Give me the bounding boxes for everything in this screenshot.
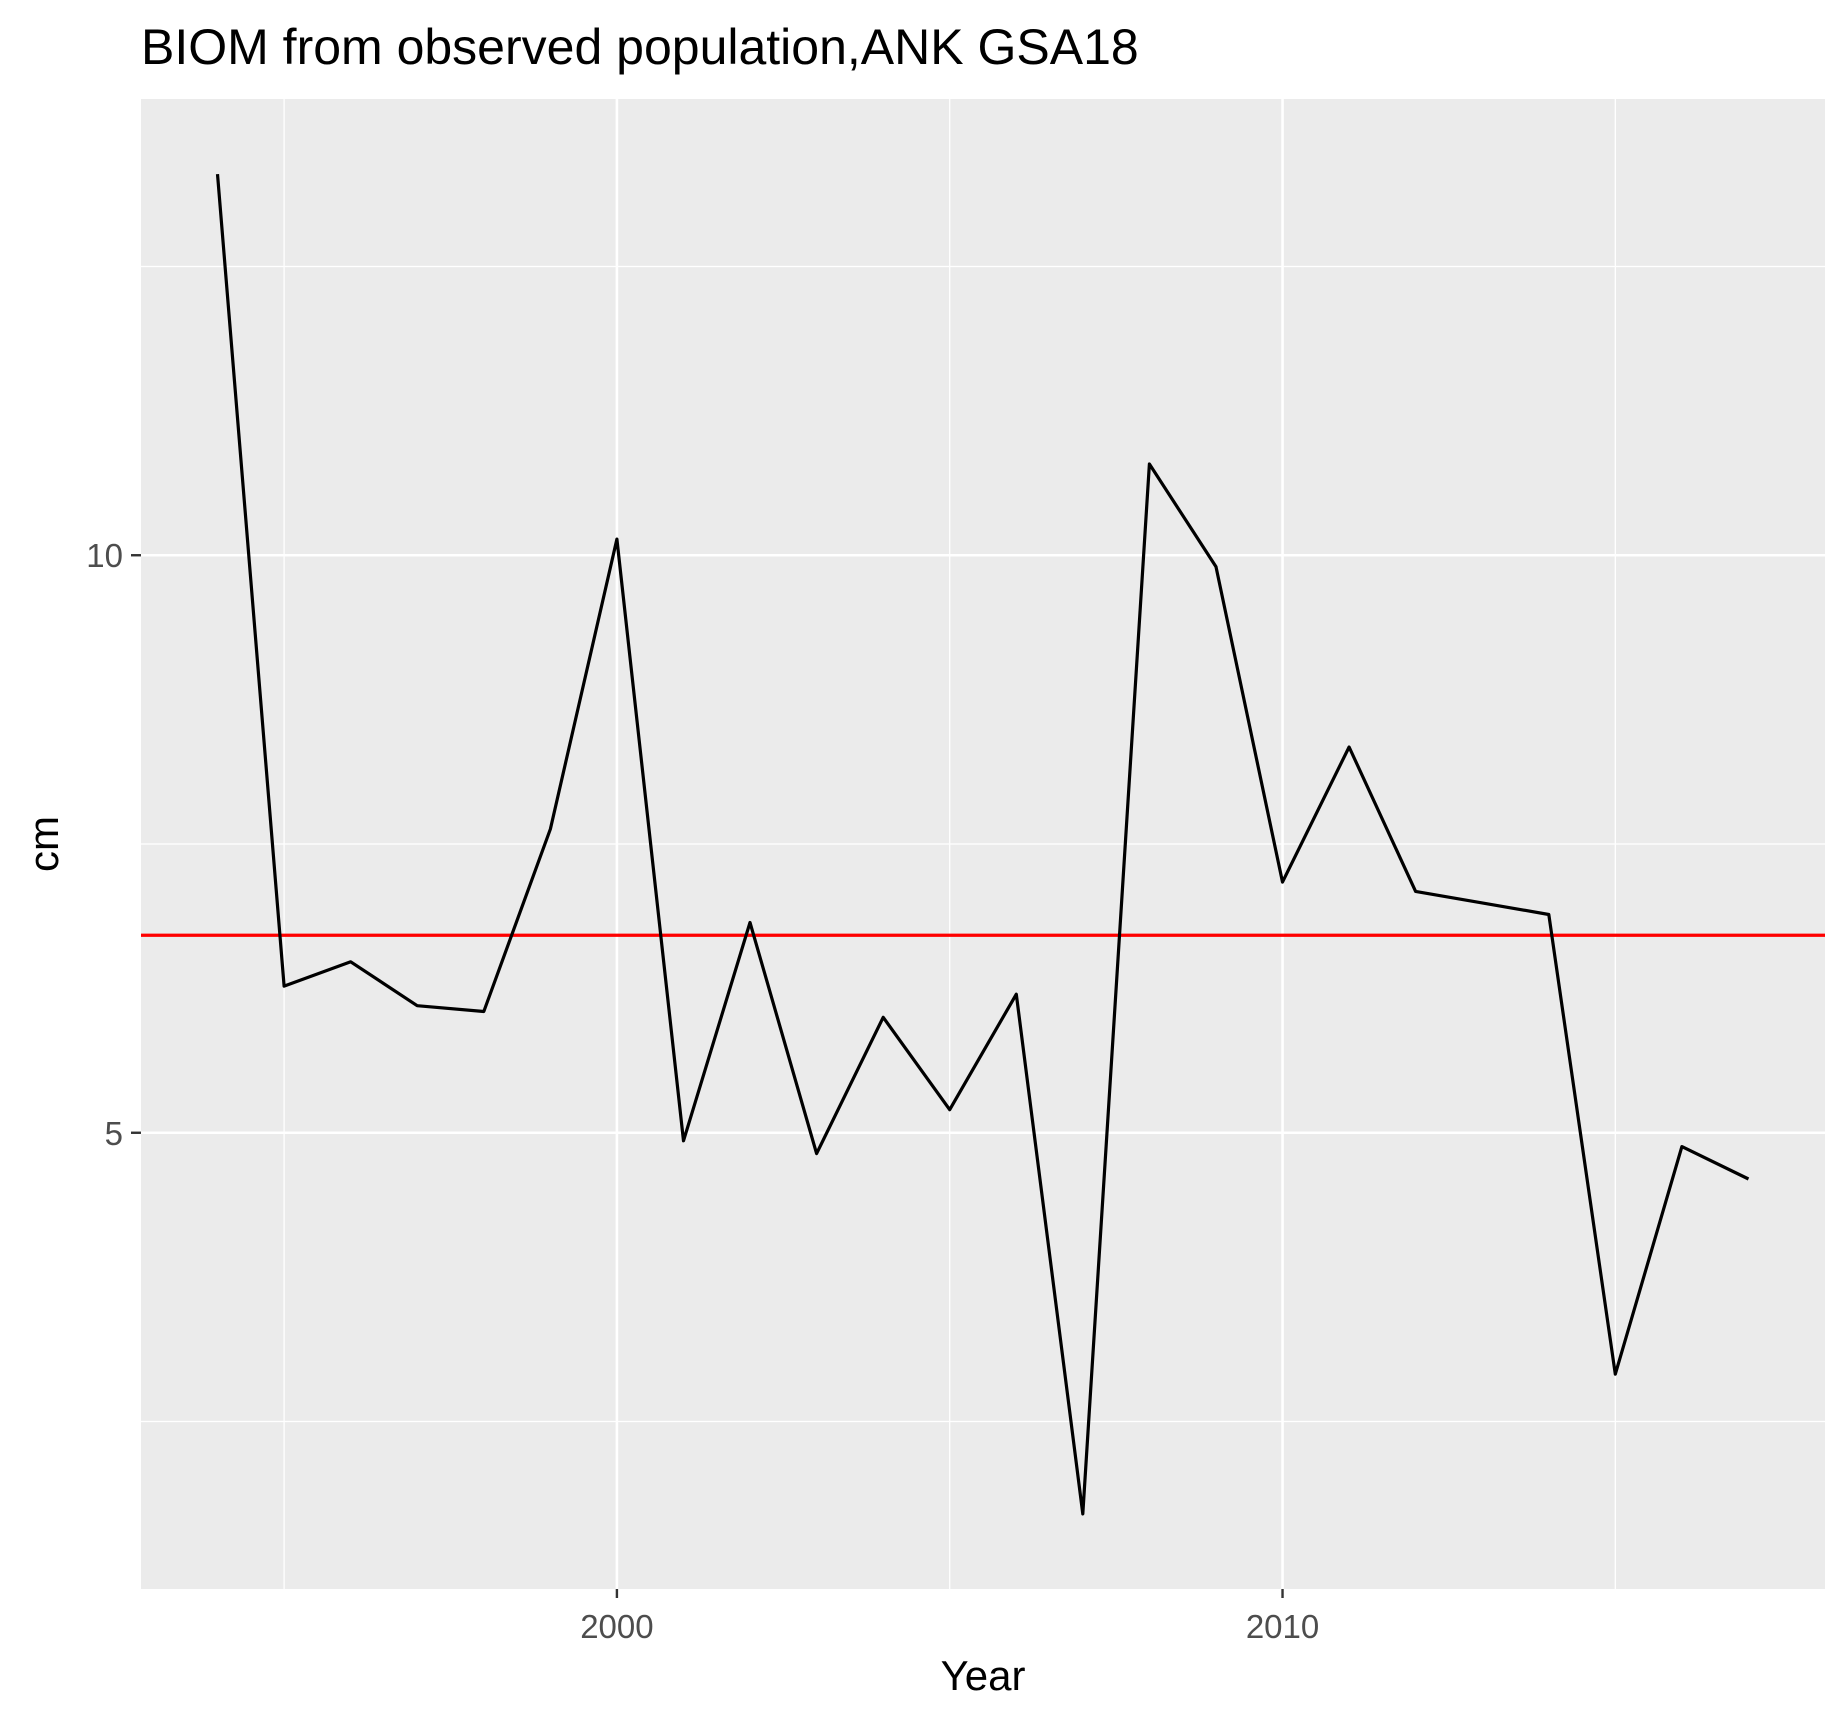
x-tick-label-1: 2000 [580, 1608, 653, 1645]
x-axis-title: Year [941, 1652, 1026, 1699]
x-tick-label-2: 2010 [1246, 1608, 1319, 1645]
y-axis-title: cm [20, 816, 67, 872]
y-tick-label-2: 10 [86, 537, 123, 574]
major-gridlines [141, 99, 1825, 1589]
y-tick-label-1: 5 [105, 1115, 123, 1152]
series-line-1 [215, 173, 1750, 1516]
y-axis: 5 10 [86, 537, 141, 1152]
series-layer [215, 173, 1750, 1516]
chart-title: BIOM from observed population,ANK GSA18 [141, 19, 1139, 75]
x-axis: 2000 2010 [580, 1589, 1319, 1645]
minor-gridlines [141, 99, 1825, 1589]
